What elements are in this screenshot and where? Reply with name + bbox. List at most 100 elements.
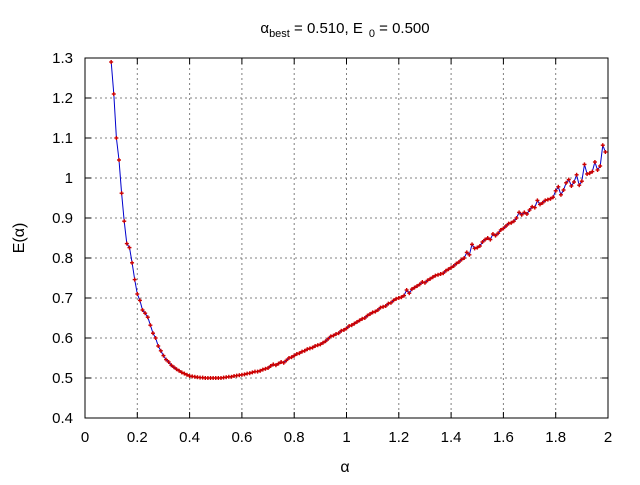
data-point bbox=[313, 344, 318, 348]
data-point bbox=[266, 366, 271, 370]
data-point bbox=[415, 284, 420, 288]
x-tick-label: 1.2 bbox=[388, 429, 409, 446]
data-point bbox=[587, 171, 592, 176]
data-point bbox=[166, 360, 171, 364]
data-point bbox=[441, 271, 446, 276]
data-point bbox=[242, 372, 247, 377]
data-point bbox=[300, 349, 305, 354]
y-tick-label: 0.6 bbox=[52, 330, 73, 347]
data-point bbox=[339, 328, 344, 333]
data-point bbox=[375, 308, 380, 312]
data-point bbox=[109, 60, 114, 64]
data-point bbox=[511, 219, 516, 224]
data-point bbox=[598, 164, 603, 168]
data-point bbox=[381, 304, 386, 309]
data-point bbox=[347, 324, 352, 328]
data-point bbox=[294, 352, 299, 356]
y-tick-label: 0.8 bbox=[52, 250, 73, 267]
data-point bbox=[378, 305, 383, 310]
data-point bbox=[150, 331, 155, 336]
data-point bbox=[459, 257, 464, 262]
y-tick-label: 1.1 bbox=[52, 130, 73, 147]
data-point bbox=[349, 323, 354, 328]
data-point bbox=[153, 336, 158, 340]
data-point bbox=[258, 368, 263, 373]
data-point bbox=[370, 310, 375, 315]
data-point bbox=[475, 245, 480, 250]
y-tick-label: 1 bbox=[65, 170, 73, 187]
data-point bbox=[504, 224, 509, 228]
data-point bbox=[331, 333, 336, 338]
data-point bbox=[119, 191, 124, 196]
y-tick-label: 0.4 bbox=[52, 410, 73, 427]
data-point bbox=[184, 372, 189, 377]
data-point bbox=[279, 360, 284, 364]
data-point bbox=[551, 195, 556, 200]
data-point bbox=[336, 331, 341, 336]
data-point bbox=[315, 343, 320, 348]
data-point bbox=[420, 280, 425, 284]
data-point bbox=[318, 342, 323, 347]
data-point bbox=[446, 267, 451, 272]
data-point bbox=[430, 275, 435, 280]
y-tick-label: 0.9 bbox=[52, 210, 73, 227]
x-tick-label: 1.4 bbox=[441, 429, 462, 446]
x-axis-label: α bbox=[340, 459, 349, 476]
data-point bbox=[132, 277, 137, 282]
data-point bbox=[540, 200, 545, 205]
data-point bbox=[182, 371, 187, 376]
data-point bbox=[592, 160, 597, 164]
data-point bbox=[396, 296, 401, 300]
data-point bbox=[535, 198, 540, 203]
x-tick-label: 0.6 bbox=[231, 429, 252, 446]
data-point bbox=[456, 260, 461, 264]
data-point bbox=[506, 221, 511, 226]
data-point bbox=[292, 353, 297, 358]
data-point bbox=[485, 236, 490, 240]
data-point bbox=[260, 367, 265, 372]
data-point bbox=[498, 228, 503, 232]
data-point bbox=[585, 172, 590, 176]
data-point bbox=[477, 244, 482, 248]
ticks-layer: 0 0.2 0.4 0.6 0.8 1 1.2 1.4 1.6 1.8 2 0.4 0.5 0.6 0.7 0… bbox=[52, 50, 612, 446]
data-point bbox=[493, 233, 498, 238]
data-point bbox=[509, 220, 514, 225]
data-point bbox=[467, 252, 472, 257]
data-point bbox=[409, 287, 414, 292]
data-point bbox=[462, 256, 467, 260]
data-point bbox=[545, 197, 550, 202]
data-point bbox=[229, 374, 234, 379]
grid-layer bbox=[85, 58, 608, 418]
data-point bbox=[174, 367, 179, 372]
y-axis-label: E(α) bbox=[11, 223, 28, 254]
data-point bbox=[391, 298, 396, 303]
data-point bbox=[488, 237, 493, 242]
data-point bbox=[140, 308, 145, 312]
data-point bbox=[135, 292, 140, 296]
data-point bbox=[357, 318, 362, 323]
data-point bbox=[388, 300, 393, 305]
data-point bbox=[519, 212, 524, 217]
data-point bbox=[268, 364, 273, 368]
data-point bbox=[449, 265, 454, 270]
data-point bbox=[577, 183, 582, 188]
data-point bbox=[111, 92, 116, 96]
data-point bbox=[569, 184, 574, 188]
x-tick-label: 0.8 bbox=[284, 429, 305, 446]
data-point bbox=[517, 210, 522, 215]
data-point bbox=[566, 177, 571, 182]
data-point bbox=[307, 346, 312, 351]
data-point bbox=[451, 264, 456, 268]
data-point bbox=[263, 366, 268, 371]
data-point bbox=[524, 212, 529, 216]
title-alpha: α bbox=[260, 20, 269, 37]
data-point bbox=[328, 334, 333, 339]
data-point bbox=[404, 288, 409, 292]
data-point bbox=[543, 198, 548, 203]
data-point bbox=[273, 363, 278, 368]
data-point bbox=[436, 272, 441, 277]
data-point bbox=[428, 276, 433, 281]
data-point bbox=[247, 371, 252, 376]
data-point bbox=[344, 326, 349, 331]
data-point bbox=[399, 295, 404, 300]
